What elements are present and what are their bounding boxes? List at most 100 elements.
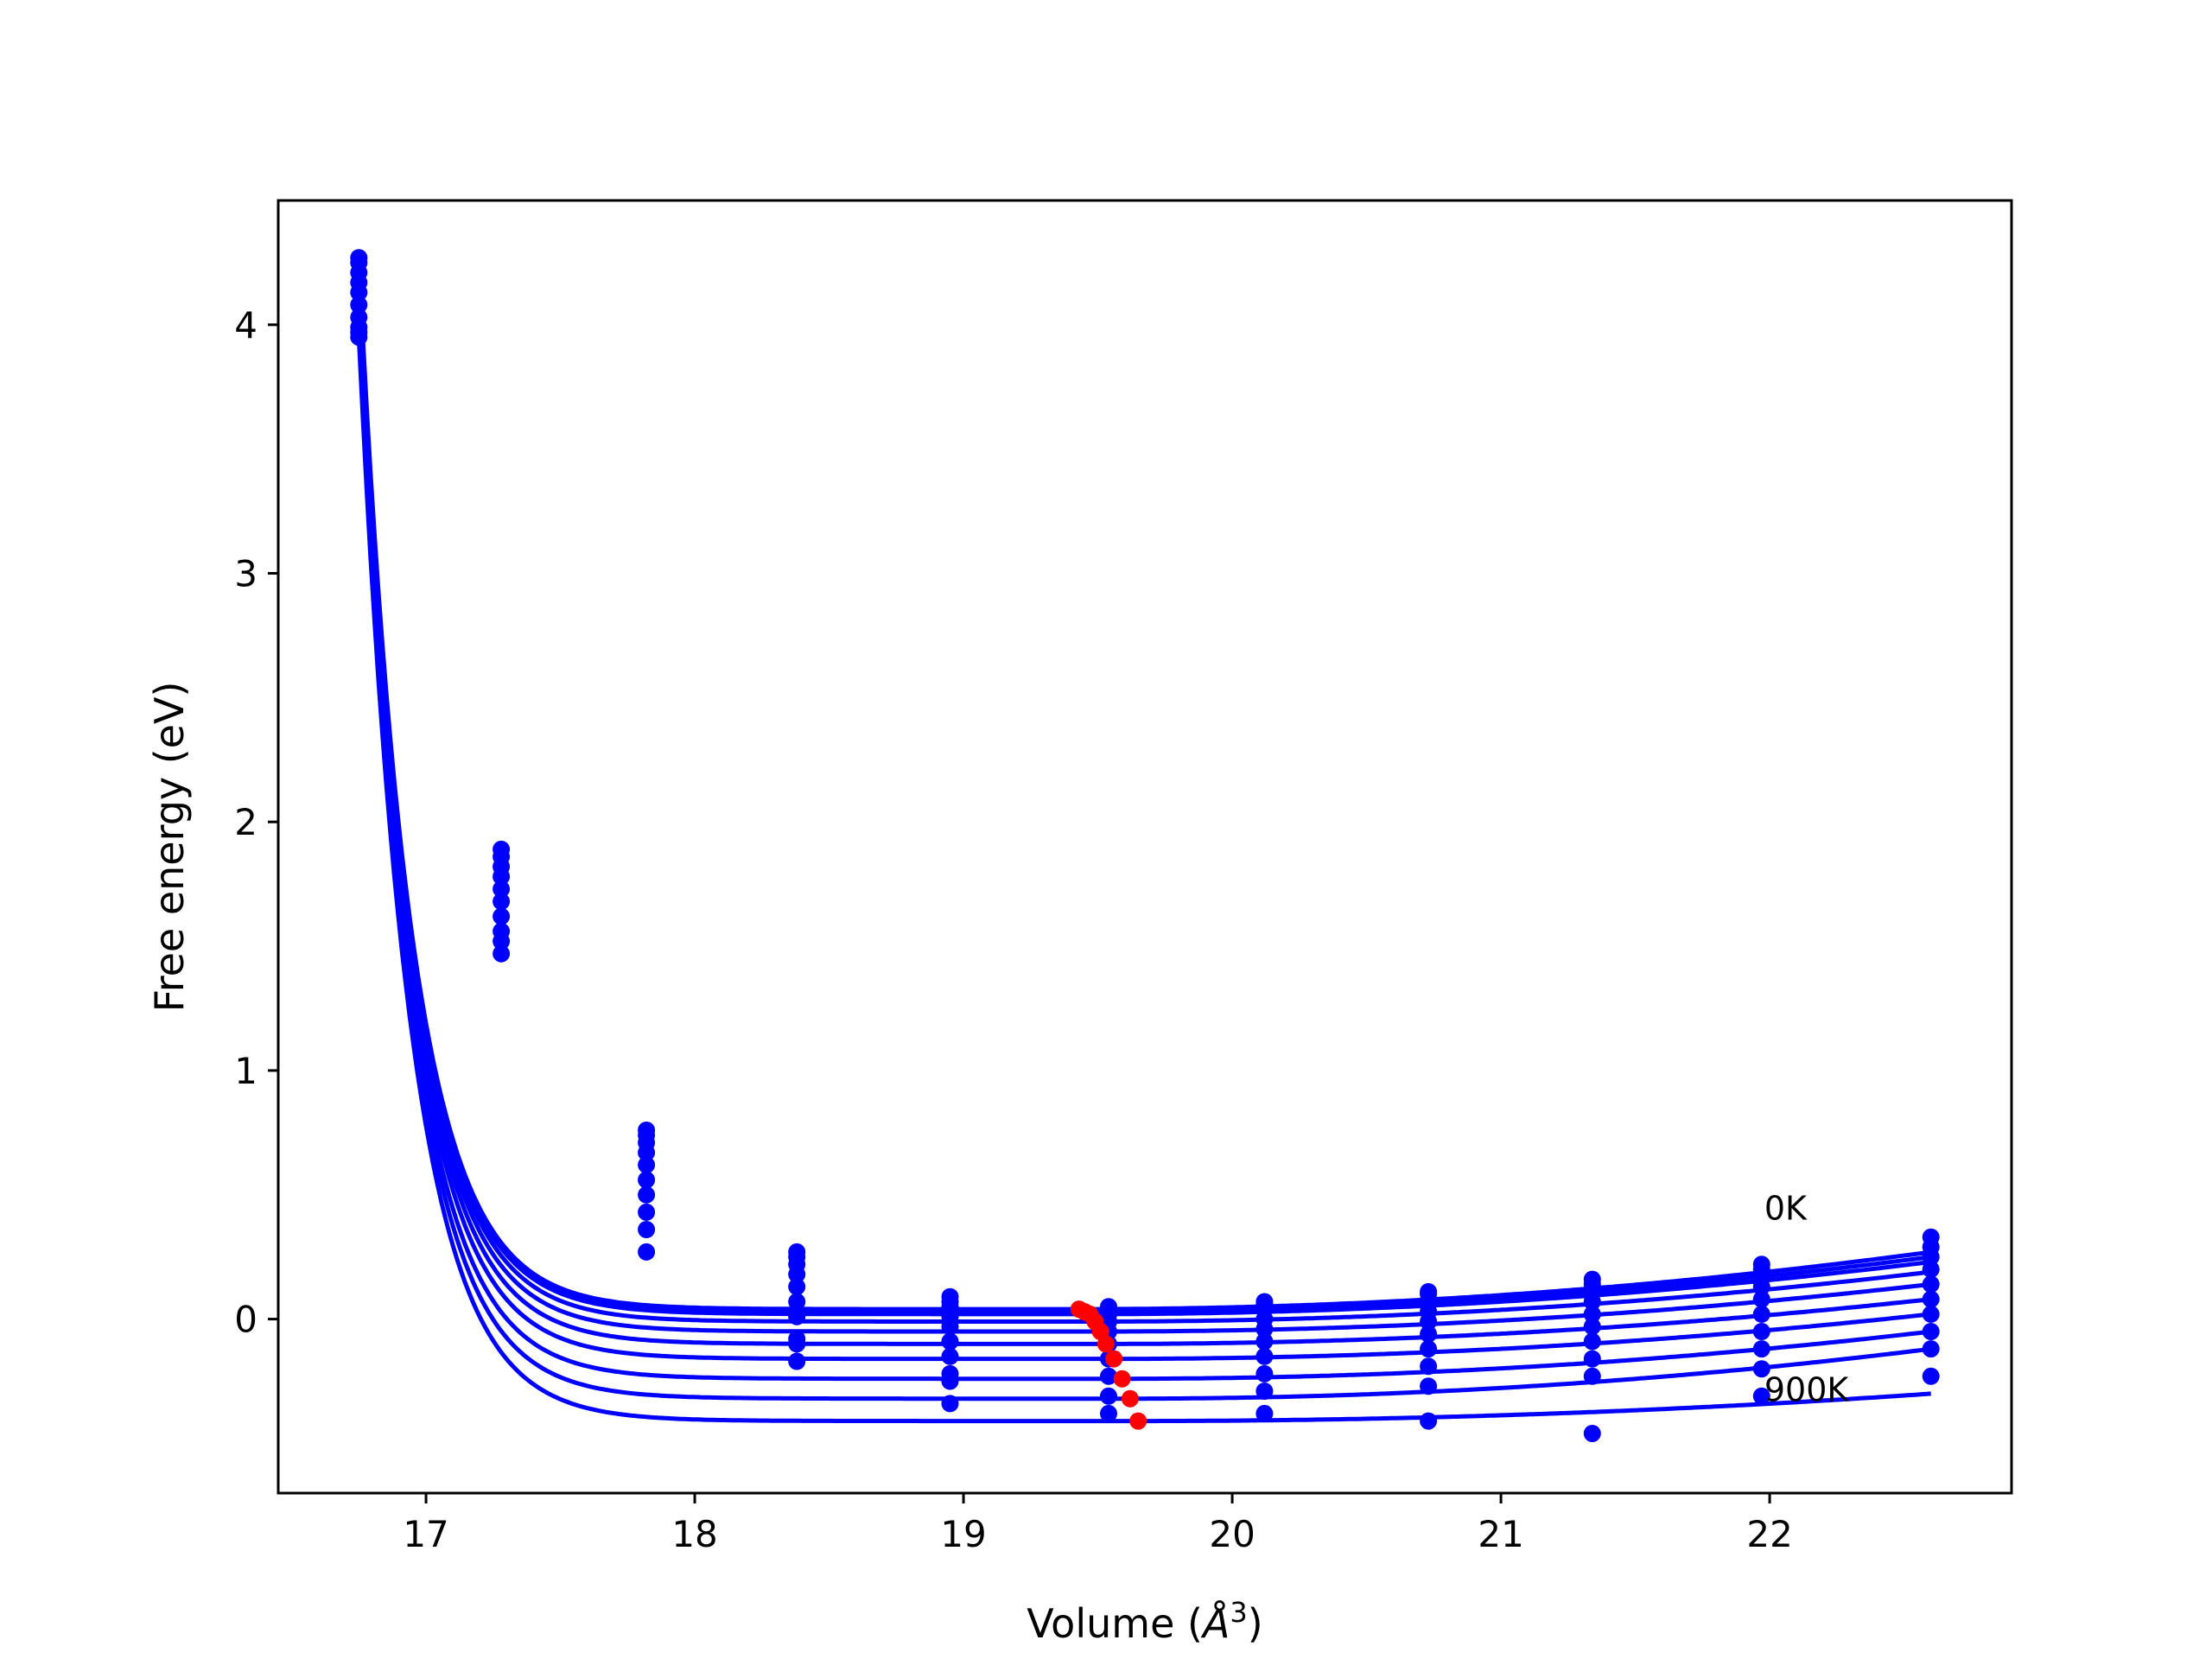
series-line-0K [356, 259, 1932, 1312]
y-tick-label: 2 [234, 801, 257, 843]
data-point [1922, 1275, 1940, 1294]
x-axis-label-exponent: 3 [1230, 1596, 1247, 1629]
minimum-point [1113, 1370, 1131, 1388]
x-axis-ticks: 17 18 19 20 21 22 [403, 1493, 1793, 1555]
data-point [1420, 1412, 1438, 1430]
data-point [493, 893, 511, 911]
data-point [1752, 1323, 1770, 1340]
data-point [350, 296, 368, 314]
data-point [788, 1278, 806, 1296]
data-point [1752, 1278, 1770, 1296]
series-line-800K [356, 332, 1932, 1402]
data-point [638, 1156, 656, 1174]
data-point [1420, 1313, 1438, 1331]
minimum-point [1096, 1335, 1115, 1353]
data-point [941, 1347, 959, 1365]
data-point [1255, 1332, 1274, 1351]
data-point [1922, 1340, 1940, 1358]
data-point [350, 283, 368, 302]
data-point [788, 1352, 806, 1370]
data-point [638, 1243, 656, 1261]
data-point [638, 1185, 656, 1204]
data-point [1922, 1261, 1940, 1279]
data-point [493, 880, 511, 898]
y-axis-label: Free energy (eV) [146, 682, 193, 1013]
series-line-500K [356, 304, 1931, 1346]
series-line-200K [356, 272, 1932, 1317]
x-tick-label: 18 [671, 1513, 717, 1555]
series-line-300K [356, 282, 1931, 1324]
minimum-point [1105, 1350, 1123, 1368]
data-point [1583, 1332, 1601, 1351]
data-point [1583, 1293, 1601, 1311]
data-point [1420, 1325, 1438, 1343]
minimum-point [1129, 1412, 1147, 1430]
data-point [1255, 1364, 1274, 1382]
data-point [493, 907, 511, 925]
data-point [1255, 1404, 1274, 1422]
data-point [1583, 1318, 1601, 1336]
y-tick-label: 3 [234, 553, 257, 595]
data-point [1255, 1320, 1274, 1338]
y-axis-ticks: 0 1 2 3 4 [234, 304, 278, 1341]
annotation-900K: 900K [1764, 1371, 1850, 1409]
x-tick-label: 22 [1746, 1513, 1792, 1555]
minimum-point [1121, 1389, 1139, 1408]
data-point [1583, 1350, 1601, 1368]
data-point [1420, 1340, 1438, 1358]
data-point [1420, 1377, 1438, 1395]
series-line-100K [356, 264, 1932, 1314]
x-tick-label: 20 [1209, 1513, 1255, 1555]
series-line-600K [356, 317, 1931, 1362]
data-point [941, 1395, 959, 1413]
points-layer [350, 249, 1940, 1442]
series-line-700K [356, 327, 1931, 1382]
data-point [788, 1293, 806, 1311]
data-point [1100, 1387, 1117, 1405]
x-tick-label: 17 [403, 1513, 448, 1555]
annotation-0K: 0K [1764, 1190, 1808, 1228]
data-point [350, 328, 368, 346]
data-point [1922, 1290, 1940, 1308]
series-line-400K [356, 292, 1932, 1334]
data-point [788, 1265, 806, 1283]
data-point [941, 1372, 959, 1390]
data-point [1583, 1305, 1601, 1323]
data-point [638, 1143, 656, 1161]
data-point [1752, 1305, 1770, 1323]
data-point [1922, 1248, 1940, 1266]
data-point [638, 1221, 656, 1238]
data-point [788, 1307, 806, 1325]
data-point [493, 868, 511, 886]
data-point [1583, 1425, 1601, 1442]
data-point [1583, 1367, 1601, 1385]
data-point [1255, 1382, 1274, 1400]
data-point [941, 1318, 959, 1336]
data-point [1255, 1347, 1274, 1365]
data-point [1922, 1323, 1940, 1340]
data-point [1922, 1367, 1940, 1385]
y-tick-label: 0 [234, 1299, 257, 1341]
data-point [1100, 1367, 1117, 1385]
data-point [638, 1203, 656, 1221]
y-tick-label: 4 [234, 304, 257, 346]
data-point [941, 1332, 959, 1351]
minima-layer [1070, 1300, 1147, 1430]
data-point [1100, 1404, 1117, 1422]
x-axis-label-close: ) [1248, 1600, 1263, 1647]
data-point [1922, 1305, 1940, 1323]
x-tick-label: 21 [1478, 1513, 1523, 1555]
data-point [493, 932, 511, 950]
data-point [493, 944, 511, 963]
data-point [1752, 1340, 1770, 1358]
plot-frame [276, 199, 2013, 1495]
y-tick-label: 1 [234, 1050, 257, 1092]
data-point [1752, 1360, 1770, 1378]
x-axis-label-unit: Å [1200, 1600, 1230, 1647]
data-point [788, 1335, 806, 1353]
x-axis-label-main: Volume ( [1027, 1600, 1203, 1647]
data-point [1420, 1357, 1438, 1376]
data-point [1752, 1387, 1770, 1405]
data-point [1752, 1290, 1770, 1308]
